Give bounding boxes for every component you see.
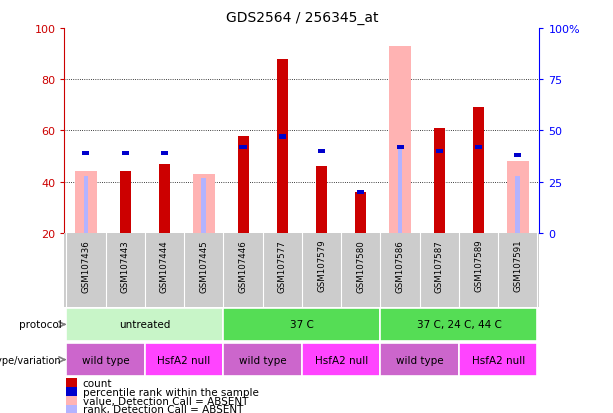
Text: wild type: wild type [239,355,286,365]
Bar [459,344,538,376]
Bar [381,344,459,376]
Bar [66,378,77,388]
Bar [66,405,77,413]
Bar [302,344,381,376]
Bar [66,387,77,397]
Bar [318,149,325,154]
Bar [161,151,168,156]
Text: 37 C, 24 C, 44 C: 37 C, 24 C, 44 C [416,320,501,330]
Text: GSM107589: GSM107589 [474,239,483,292]
Text: GSM107446: GSM107446 [238,239,248,292]
Text: HsfA2 null: HsfA2 null [314,355,368,365]
Bar [240,145,246,150]
Bar [159,164,170,233]
Bar [120,172,131,233]
Text: GSM107577: GSM107577 [278,239,287,292]
Bar [202,178,206,233]
Bar [66,396,77,406]
Text: GSM107579: GSM107579 [317,239,326,292]
Bar [473,108,484,233]
Bar [66,344,145,376]
Text: GSM107586: GSM107586 [395,239,405,292]
Bar [193,175,215,233]
Bar [475,145,482,150]
Bar [66,309,223,341]
Bar [279,135,286,140]
Bar [514,153,522,158]
Bar [82,151,89,156]
Bar [277,59,287,233]
Bar [75,172,97,233]
Text: wild type: wild type [82,355,129,365]
Bar [357,190,364,195]
Text: GSM107443: GSM107443 [121,239,130,292]
Bar [389,47,411,233]
Text: HsfA2 null: HsfA2 null [158,355,211,365]
Text: GSM107580: GSM107580 [356,239,365,292]
Bar [83,176,88,233]
Text: percentile rank within the sample: percentile rank within the sample [83,387,259,397]
Text: HsfA2 null: HsfA2 null [471,355,525,365]
Text: count: count [83,378,112,388]
Text: GSM107587: GSM107587 [435,239,444,292]
Bar [507,162,528,233]
Text: GSM107444: GSM107444 [160,239,169,292]
Bar [122,151,129,156]
Text: GSM107591: GSM107591 [513,239,522,292]
Bar [223,309,381,341]
Text: rank, Detection Call = ABSENT: rank, Detection Call = ABSENT [83,404,243,413]
Bar [516,176,520,233]
Bar [436,149,443,154]
Text: value, Detection Call = ABSENT: value, Detection Call = ABSENT [83,396,248,406]
Bar [356,192,367,233]
Bar [381,309,538,341]
Bar [223,344,302,376]
Text: 37 C: 37 C [290,320,314,330]
Bar [397,145,403,150]
Text: genotype/variation: genotype/variation [0,355,61,365]
Title: GDS2564 / 256345_at: GDS2564 / 256345_at [226,11,378,25]
Bar [398,147,402,233]
Bar [316,167,327,233]
Text: GSM107445: GSM107445 [199,239,208,292]
Bar [237,136,248,233]
Text: GSM107436: GSM107436 [82,239,91,292]
Text: protocol: protocol [18,320,61,330]
Bar [145,344,223,376]
Bar [434,128,445,233]
Text: untreated: untreated [119,320,170,330]
Text: wild type: wild type [396,355,443,365]
